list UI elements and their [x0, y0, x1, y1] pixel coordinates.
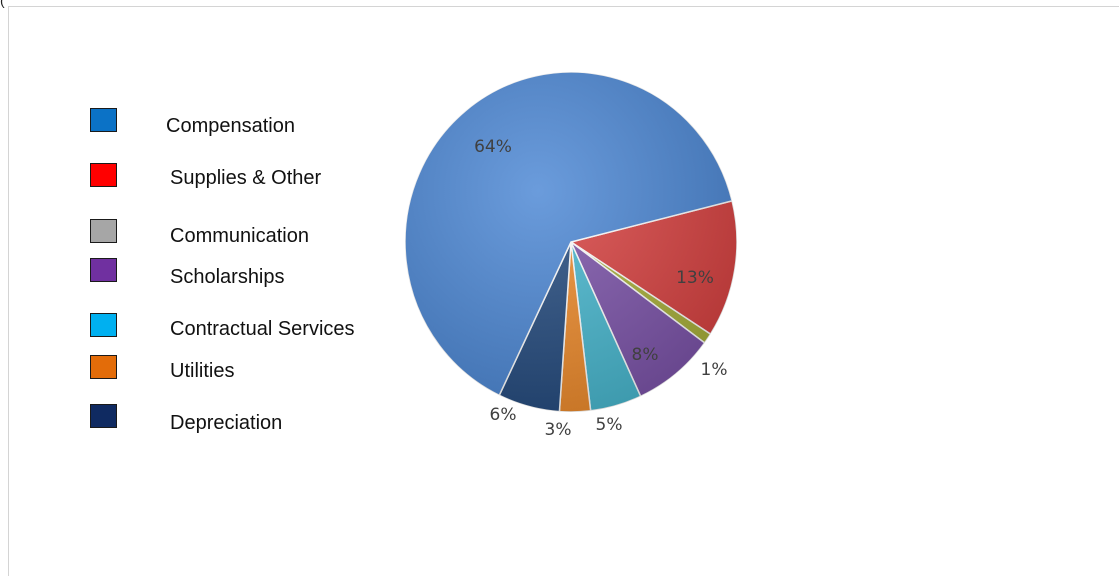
- legend-label-depreciation: Depreciation: [170, 412, 283, 434]
- legend-swatch-supplies: [90, 163, 117, 187]
- data-label-contractual-services: 5%: [596, 415, 623, 435]
- data-label-depreciation: 6%: [490, 405, 517, 425]
- data-label-scholarships: 8%: [632, 345, 659, 365]
- chart-frame: [8, 6, 1119, 576]
- data-label-compensation: 64%: [474, 137, 512, 157]
- legend-label-communication: Communication: [170, 225, 309, 247]
- clipped-header-fragment: (: [0, 0, 5, 8]
- legend-swatch-communication: [90, 219, 117, 243]
- legend-label-supplies: Supplies & Other: [170, 167, 322, 189]
- legend-label-compensation: Compensation: [166, 115, 295, 137]
- data-label-supplies-other: 13%: [676, 268, 714, 288]
- legend-label-contractual: Contractual Services: [170, 318, 355, 340]
- legend-swatch-compensation: [90, 108, 117, 132]
- data-label-communication: 1%: [701, 360, 728, 380]
- legend-swatch-contractual: [90, 313, 117, 337]
- data-label-utilities: 3%: [545, 420, 572, 440]
- legend-swatch-scholarships: [90, 258, 117, 282]
- legend-label-scholarships: Scholarships: [170, 266, 285, 288]
- legend-swatch-depreciation: [90, 404, 117, 428]
- legend-swatch-utilities: [90, 355, 117, 379]
- legend-label-utilities: Utilities: [170, 360, 235, 382]
